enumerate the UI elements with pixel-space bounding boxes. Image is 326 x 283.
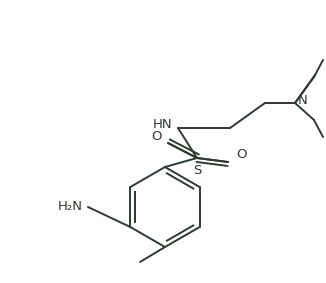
Text: O: O (236, 149, 246, 162)
Text: O: O (152, 130, 162, 143)
Text: N: N (298, 95, 308, 108)
Text: HN: HN (152, 119, 172, 132)
Text: H₂N: H₂N (58, 200, 83, 213)
Text: S: S (193, 164, 201, 177)
